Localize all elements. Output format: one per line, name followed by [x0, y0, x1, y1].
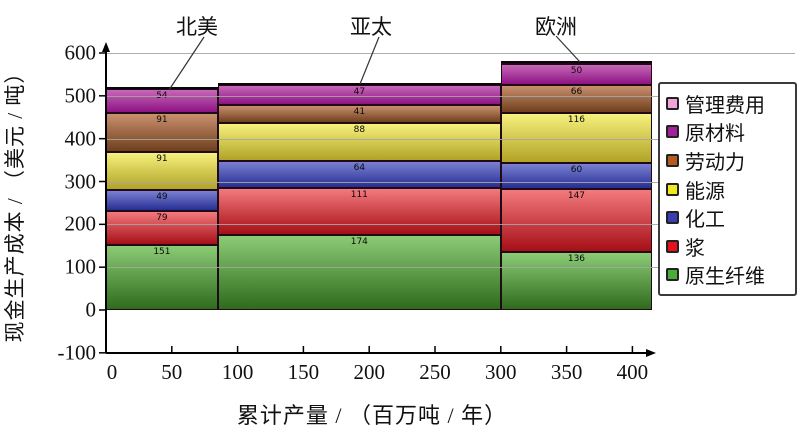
callout-line-europe — [555, 35, 581, 63]
bar-segment-asia_pacific-virgin_fiber: 174 — [217, 235, 501, 310]
bar-segment-europe-labor: 66 — [500, 85, 653, 114]
bar-segment-north_america-pulp: 79 — [106, 211, 218, 246]
legend-swatch-pulp-icon — [666, 239, 679, 253]
segment-value-label: 88 — [353, 124, 366, 135]
legend-item-virgin-fiber: 原生纤维 — [666, 261, 789, 288]
gridline-y-300 — [106, 181, 795, 183]
y-tick-label: 600 — [64, 40, 97, 65]
x-tick-label: 100 — [221, 360, 254, 384]
segment-value-label: 116 — [567, 115, 586, 126]
legend-item-labor: 劳动力 — [666, 147, 789, 174]
legend-label-chemicals: 化工 — [685, 209, 725, 232]
y-tick-label: 500 — [64, 83, 97, 108]
legend-swatch-virgin-fiber-icon — [666, 268, 679, 282]
bar-segment-europe-chemicals: 60 — [500, 163, 653, 189]
x-tick-label: 350 — [550, 360, 583, 384]
gridline-y-500 — [106, 95, 795, 97]
x-tick-label: 150 — [287, 360, 320, 384]
bar-segment-europe-pulp: 147 — [500, 188, 653, 252]
region-label-europe: 欧洲 — [535, 15, 577, 39]
legend: 管理费用原材料劳动力能源化工浆原生纤维 — [658, 82, 797, 296]
legend-label-labor: 劳动力 — [685, 151, 745, 174]
y-tick-label: 300 — [64, 169, 97, 193]
legend-label-raw-materials: 原材料 — [685, 123, 745, 146]
bar-segment-asia_pacific-chemicals: 64 — [217, 160, 501, 188]
region-label-asia-pacific: 亚太 — [350, 15, 392, 39]
segment-value-label: 47 — [353, 87, 366, 98]
region-label-north-america: 北美 — [176, 15, 218, 39]
segment-value-label: 64 — [353, 162, 366, 173]
gridline-y-400 — [106, 138, 795, 140]
legend-swatch-chemicals-icon — [666, 211, 679, 225]
x-tick-label: 250 — [419, 360, 451, 384]
segment-value-label: 151 — [153, 247, 171, 258]
legend-swatch-raw-materials-icon — [666, 125, 679, 139]
x-tick-label: 400 — [616, 360, 649, 384]
bar-segment-europe-raw_materials: 50 — [500, 63, 653, 86]
y-tick-label: 200 — [64, 211, 97, 236]
segment-value-label: 79 — [156, 213, 168, 224]
legend-label-virgin-fiber: 原生纤维 — [685, 266, 765, 289]
legend-label-pulp: 浆 — [685, 237, 705, 260]
segment-value-label: 136 — [567, 253, 586, 264]
gridline-y-100 — [106, 267, 795, 269]
segment-value-label: 91 — [156, 114, 168, 125]
segment-value-label: 91 — [156, 153, 168, 164]
legend-item-pulp: 浆 — [666, 233, 789, 260]
x-axis-arrow-icon — [646, 349, 656, 357]
x-tick-label: 300 — [485, 360, 517, 384]
bar-segment-north_america-chemicals: 49 — [106, 190, 218, 212]
bar-segment-asia_pacific-admin_expenses — [217, 82, 501, 86]
bar-segment-north_america-energy: 91 — [106, 151, 218, 191]
callout-line-asia-pacific — [359, 36, 380, 85]
legend-swatch-admin-expenses-icon — [666, 96, 679, 110]
x-axis-title: 累计产量 / （百万吨 / 年） — [236, 403, 508, 428]
y-tick-label: 400 — [64, 126, 97, 151]
legend-item-admin-expenses: 管理费用 — [666, 90, 789, 117]
legend-item-chemicals: 化工 — [666, 204, 789, 231]
x-tick-label: 50 — [161, 360, 183, 384]
callout-line-north-america — [168, 36, 205, 91]
gridline-y-600 — [106, 53, 795, 54]
legend-swatch-labor-icon — [666, 153, 679, 167]
bar-segment-asia_pacific-pulp: 111 — [217, 187, 501, 236]
bar-segment-europe-admin_expenses — [500, 61, 653, 65]
bar-segment-north_america-virgin_fiber: 151 — [106, 245, 218, 310]
bar-segment-europe-energy: 116 — [500, 113, 653, 164]
x-tick-label: 0 — [106, 360, 118, 384]
segment-value-label: 147 — [567, 190, 586, 201]
legend-label-energy: 能源 — [685, 180, 725, 203]
y-tick-label: 100 — [64, 254, 97, 279]
y-tick-label: -100 — [57, 340, 97, 365]
segment-value-label: 60 — [570, 165, 583, 176]
y-tick-label: 0 — [85, 297, 97, 322]
segment-value-label: 66 — [570, 87, 583, 98]
legend-item-energy: 能源 — [666, 176, 789, 203]
gridline-y-200 — [106, 224, 795, 226]
bar-segment-europe-virgin_fiber: 136 — [500, 251, 653, 310]
segment-value-label: 50 — [570, 65, 583, 76]
legend-swatch-energy-icon — [666, 182, 679, 196]
segment-value-label: 111 — [350, 189, 368, 200]
legend-item-raw-materials: 原材料 — [666, 118, 789, 145]
segment-value-label: 174 — [350, 237, 368, 248]
bar-segment-asia_pacific-raw_materials: 47 — [217, 85, 501, 106]
segment-value-label: 49 — [156, 192, 168, 203]
bar-segment-asia_pacific-labor: 41 — [217, 105, 501, 123]
legend-label-admin-expenses: 管理费用 — [685, 94, 765, 117]
x-tick-label: 200 — [353, 360, 385, 384]
segment-value-label: 41 — [353, 107, 366, 118]
y-axis-arrow-icon — [102, 42, 110, 52]
bar-segment-asia_pacific-energy: 88 — [217, 122, 501, 161]
